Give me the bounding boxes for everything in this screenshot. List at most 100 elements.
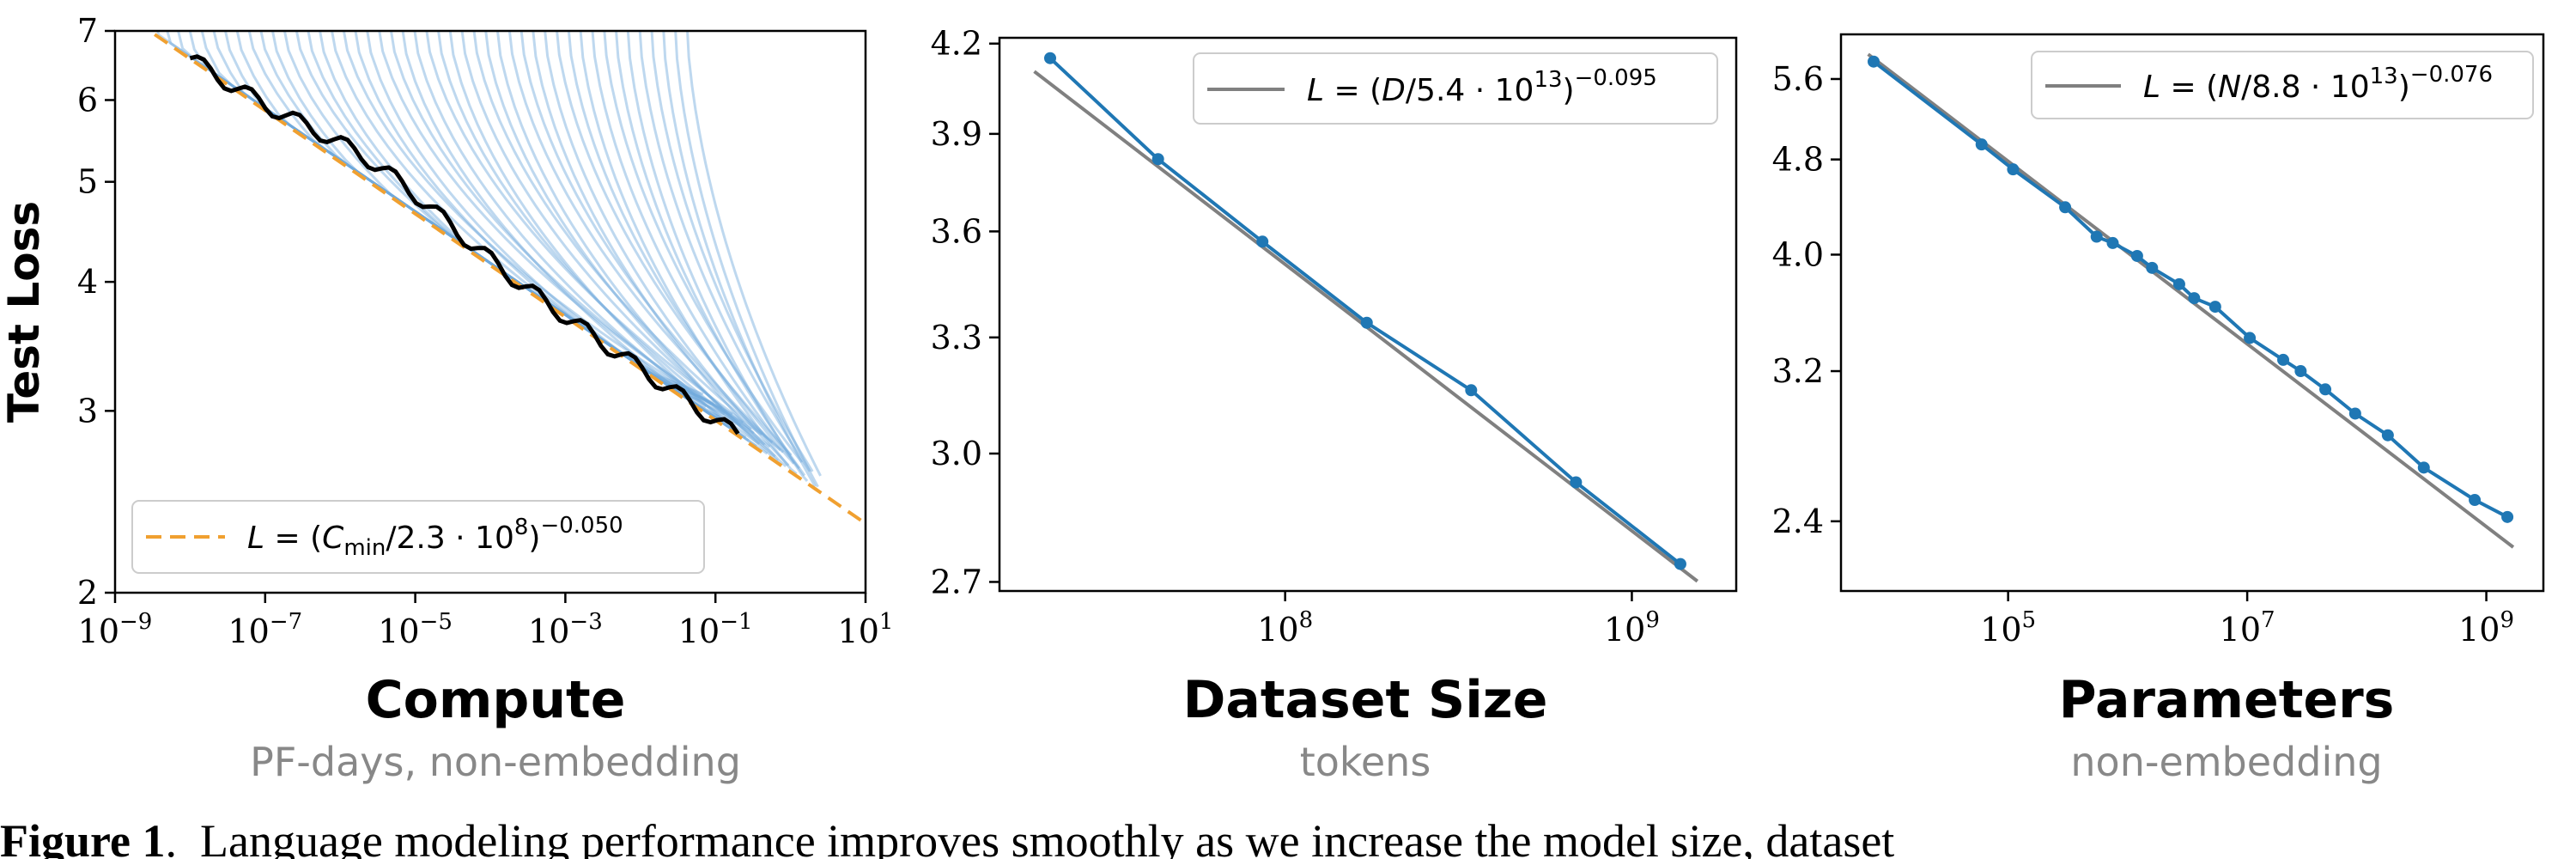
x-tick-label: 10−3 [528,609,603,650]
training-curve [270,31,728,428]
training-curve [674,31,819,488]
training-curve [166,31,704,396]
legend: L = (D/5.4 · 1013)−0.095 [1193,52,1718,125]
x-axis-subtitle: PF-days, non-embedding [250,739,741,785]
data-point [1674,557,1686,570]
training-curve [603,31,803,464]
data-point [2348,407,2361,420]
y-tick-label: 3.6 [931,212,982,250]
x-axis-subtitle: tokens [1300,739,1431,785]
plot-frame [1839,33,2545,593]
y-axis-label: Test Loss [0,201,49,423]
training-curve [507,31,781,452]
training-curve [460,31,771,448]
data-point [1570,476,1583,489]
legend-box [1193,52,1718,125]
data-point [2172,277,2185,290]
y-ticks: 2 3 4 5 6 7 [77,12,115,612]
x-tick-label: 10−5 [378,609,453,650]
scaling-laws-figure: 10−9 10−7 10−5 10−3 10−1 101 2 3 4 5 6 7 L = (Cmin… [0,12,2545,785]
caption-text: Language modeling performance improves s… [199,823,1895,859]
data-point [2277,353,2290,366]
data-point [1465,384,1478,397]
legend-label: L = (D/5.4 · 1013)−0.095 [1307,65,1657,108]
data-point [2381,429,2394,442]
training-curve [331,31,742,427]
training-curve [662,31,817,488]
x-tick-label: 105 [1980,607,2036,649]
data-point [2208,301,2221,314]
x-tick-label: 107 [2220,607,2275,649]
data-point [2319,383,2332,396]
training-curve [567,31,795,465]
x-tick-label: 109 [1604,607,1660,649]
training-curve [615,31,806,477]
parameters-series-line [1872,60,2509,519]
training-curve [354,31,747,439]
x-ticks: 108 109 [1257,591,1660,649]
y-tick-label: 3.3 [931,319,982,356]
training-curve [484,31,776,458]
training-curve [401,31,757,448]
data-point [2244,332,2257,344]
training-curve [472,31,774,444]
plot-frame [113,29,867,594]
x-tick-label: 108 [1257,607,1313,649]
caption-separator: . [165,823,200,859]
y-tick-label: 4.8 [1772,141,1824,179]
legend-box [131,500,705,574]
y-tick-label: 4 [77,263,98,301]
y-ticks: 2.7 3.0 3.3 3.6 3.9 4.2 [931,25,999,600]
training-curve [437,31,766,446]
y-tick-label: 2.4 [1772,503,1824,540]
training-curves [155,31,822,488]
x-tick-label: 101 [838,609,894,650]
training-curve [686,31,822,477]
x-axis-title: Compute [366,670,626,730]
y-tick-label: 3.0 [931,435,982,472]
x-tick-label: 10−9 [78,609,153,650]
y-tick-label: 3 [77,392,98,430]
training-curve [626,31,809,482]
x-ticks: 105 107 109 [1980,591,2514,649]
y-tick-label: 4.2 [931,25,982,63]
compute-fit-line [146,31,866,526]
y-tick-label: 3.9 [931,115,982,153]
training-curve [638,31,811,472]
training-curve [544,31,790,466]
data-point [2059,201,2072,214]
y-tick-label: 2.7 [931,563,982,600]
training-curve [650,31,814,472]
x-tick-label: 10−7 [228,609,302,650]
data-point [2501,510,2514,523]
training-curve [495,31,779,462]
training-curve [425,31,763,436]
data-point [2294,365,2307,378]
compute-panel: 10−9 10−7 10−5 10−3 10−1 101 2 3 4 5 6 7 L = (Cmin… [0,12,894,785]
training-curve [532,31,787,468]
y-tick-label: 7 [77,12,98,50]
training-curve [366,31,750,442]
data-point [1256,235,1269,248]
legend-box [2031,51,2534,119]
data-point [1360,316,1373,329]
parameters-panel: 105 107 109 2.4 3.2 4.0 4.8 5.6 L = (N/8.8 · 1… [1772,33,2545,785]
legend-label: L = (Cmin/2.3 · 108)−0.050 [247,513,623,561]
dataset-series-line [1048,57,1682,566]
data-point [2130,249,2143,262]
data-point [2146,261,2159,274]
dataset-size-panel: 108 109 2.7 3.0 3.3 3.6 3.9 4.2 L = (D/5.4 · 1… [931,25,1738,785]
training-curve [389,31,755,435]
training-curve [413,31,760,446]
training-curve [519,31,785,454]
training-curve [342,31,744,424]
plot-frame [998,36,1738,593]
data-point [2090,230,2103,243]
training-curve [295,31,733,416]
y-tick-label: 2 [77,574,98,612]
y-tick-label: 4.0 [1772,235,1824,273]
x-axis-title: Parameters [2059,670,2395,730]
data-point [1151,153,1164,166]
training-curve [448,31,769,455]
x-ticks: 10−9 10−7 10−5 10−3 10−1 101 [78,593,894,650]
